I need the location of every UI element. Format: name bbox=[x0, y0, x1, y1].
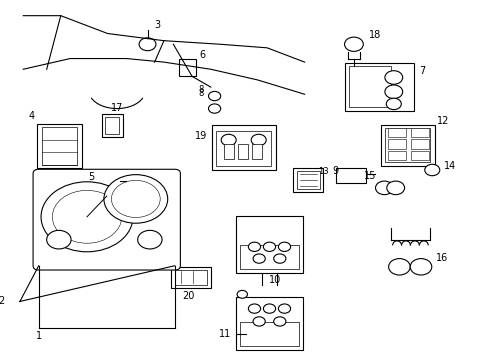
Bar bbox=[211, 125, 275, 170]
Bar bbox=[37, 123, 81, 168]
Circle shape bbox=[253, 254, 264, 263]
Text: 18: 18 bbox=[368, 30, 380, 40]
Circle shape bbox=[46, 230, 71, 249]
Text: 19: 19 bbox=[195, 131, 207, 141]
Circle shape bbox=[263, 242, 275, 251]
Text: 11: 11 bbox=[218, 329, 231, 339]
Text: 8: 8 bbox=[199, 89, 204, 98]
Bar bbox=[410, 139, 427, 149]
Text: 2: 2 bbox=[0, 296, 4, 306]
Text: 6: 6 bbox=[199, 50, 205, 60]
Bar bbox=[240, 322, 298, 346]
Circle shape bbox=[237, 291, 247, 298]
Bar bbox=[238, 144, 248, 159]
Text: 12: 12 bbox=[436, 116, 448, 126]
Bar bbox=[410, 151, 427, 160]
Bar bbox=[387, 139, 405, 149]
Circle shape bbox=[103, 175, 167, 223]
Circle shape bbox=[409, 258, 431, 275]
Circle shape bbox=[386, 181, 404, 195]
Bar bbox=[335, 168, 365, 183]
Circle shape bbox=[386, 98, 401, 110]
Circle shape bbox=[424, 164, 439, 176]
Text: 10: 10 bbox=[268, 275, 281, 285]
Bar bbox=[103, 177, 120, 187]
Circle shape bbox=[221, 134, 236, 146]
Bar bbox=[387, 128, 405, 137]
Circle shape bbox=[384, 71, 402, 84]
Bar bbox=[102, 114, 122, 137]
Circle shape bbox=[278, 242, 290, 251]
Bar bbox=[235, 297, 303, 350]
Circle shape bbox=[388, 258, 409, 275]
Bar bbox=[380, 125, 434, 166]
Circle shape bbox=[248, 304, 260, 313]
Bar bbox=[224, 144, 234, 159]
Text: 16: 16 bbox=[435, 252, 447, 262]
Text: 5: 5 bbox=[88, 172, 95, 182]
Bar bbox=[252, 144, 262, 159]
Bar bbox=[175, 270, 207, 285]
Bar bbox=[42, 127, 77, 165]
Text: 13: 13 bbox=[318, 167, 328, 176]
Circle shape bbox=[273, 254, 285, 263]
Circle shape bbox=[52, 190, 122, 243]
Bar bbox=[235, 216, 303, 273]
Text: 14: 14 bbox=[443, 161, 455, 171]
Text: 17: 17 bbox=[111, 103, 123, 113]
Text: 4: 4 bbox=[29, 111, 35, 121]
Circle shape bbox=[253, 317, 264, 326]
Circle shape bbox=[139, 38, 156, 51]
Circle shape bbox=[375, 181, 392, 195]
Circle shape bbox=[208, 104, 220, 113]
Text: 15: 15 bbox=[364, 171, 376, 181]
Circle shape bbox=[41, 182, 133, 252]
Bar bbox=[385, 128, 429, 162]
Text: 1: 1 bbox=[36, 331, 41, 341]
Bar bbox=[410, 128, 427, 137]
Circle shape bbox=[111, 180, 160, 217]
Bar bbox=[179, 59, 196, 76]
FancyBboxPatch shape bbox=[33, 169, 180, 270]
Circle shape bbox=[251, 134, 265, 146]
Bar bbox=[216, 131, 270, 166]
Circle shape bbox=[263, 304, 275, 313]
Bar bbox=[293, 168, 323, 192]
Text: 7: 7 bbox=[418, 66, 424, 76]
Circle shape bbox=[208, 91, 220, 101]
Bar bbox=[240, 245, 298, 269]
Text: 3: 3 bbox=[154, 19, 160, 30]
Bar bbox=[344, 63, 413, 111]
Text: 9: 9 bbox=[332, 166, 338, 176]
Circle shape bbox=[344, 37, 363, 51]
Bar bbox=[171, 267, 210, 288]
Circle shape bbox=[278, 304, 290, 313]
Bar bbox=[387, 151, 405, 160]
Text: 8: 8 bbox=[199, 85, 204, 94]
Circle shape bbox=[248, 242, 260, 251]
Bar bbox=[348, 66, 391, 108]
Circle shape bbox=[384, 85, 402, 99]
Circle shape bbox=[273, 317, 285, 326]
Bar bbox=[105, 117, 119, 134]
Bar bbox=[297, 171, 319, 189]
Text: 20: 20 bbox=[182, 291, 195, 301]
Circle shape bbox=[138, 230, 162, 249]
